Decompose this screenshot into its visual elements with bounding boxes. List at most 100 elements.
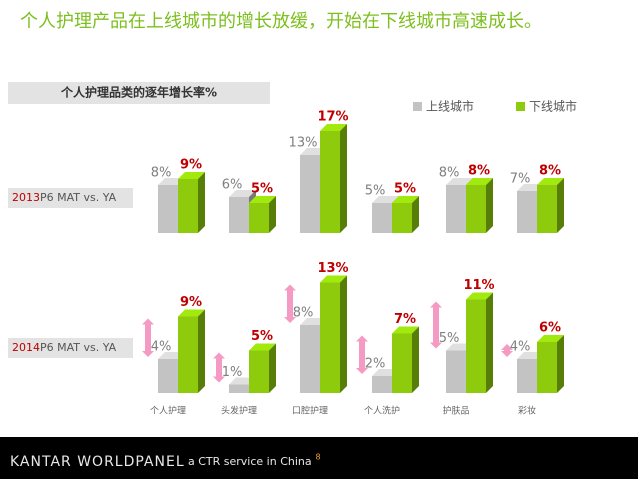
bar-top: [466, 292, 493, 300]
value-label: 8%: [293, 306, 314, 321]
footer-band: [0, 437, 638, 479]
bar: [392, 203, 412, 233]
growth-arrow: [501, 344, 513, 357]
value-label: 5%: [365, 184, 386, 199]
value-label: 7%: [394, 312, 416, 327]
bar: [466, 299, 486, 393]
bar-side: [412, 326, 419, 393]
value-label: 7%: [510, 172, 531, 187]
x-tick-label: 护肤品: [442, 405, 469, 417]
value-label: 8%: [539, 164, 561, 179]
row-label: 2014P6 MAT vs. YA: [12, 341, 117, 354]
bar-top: [249, 196, 276, 203]
bar-side: [340, 124, 347, 233]
slide-title: 个人护理产品在上线城市的增长放缓，开始在下线城市高速成长。: [20, 11, 542, 32]
row-year: 2013: [12, 191, 40, 204]
value-label: 9%: [180, 295, 202, 310]
bar-side: [269, 343, 276, 393]
bar: [249, 203, 269, 233]
value-label: 5%: [251, 329, 273, 344]
value-label: 8%: [151, 166, 172, 181]
bar-side: [198, 172, 205, 233]
value-label: 6%: [222, 178, 243, 193]
value-label: 11%: [463, 278, 494, 293]
value-label: 13%: [289, 136, 318, 151]
bar-top: [320, 124, 347, 131]
row-label-box: [8, 338, 133, 358]
bar-side: [486, 178, 493, 233]
value-label: 5%: [251, 182, 273, 197]
value-label: 5%: [439, 331, 460, 346]
legend-label: 上线城市: [426, 99, 474, 114]
row-label-text: P6 MAT vs. YA: [40, 341, 117, 354]
value-label: 6%: [539, 321, 561, 336]
bar: [178, 316, 198, 393]
bar-side: [557, 335, 564, 393]
bar: [446, 185, 466, 233]
row-label: 2013P6 MAT vs. YA: [12, 191, 117, 204]
x-tick-label: 个人洗护: [364, 405, 400, 417]
bar: [446, 350, 466, 393]
bar: [320, 282, 340, 393]
bar-top: [537, 178, 564, 185]
value-label: 13%: [317, 261, 348, 276]
value-label: 8%: [439, 166, 460, 181]
legend-swatch: [413, 102, 422, 111]
bar: [537, 185, 557, 233]
legend-swatch: [516, 102, 525, 111]
value-label: 4%: [510, 340, 531, 355]
bar: [372, 376, 392, 393]
bar: [158, 359, 178, 393]
legend-label: 下线城市: [529, 99, 577, 114]
growth-arrow: [213, 352, 225, 383]
bar: [178, 179, 198, 233]
bar: [517, 359, 537, 393]
bar-top: [229, 190, 256, 197]
bar: [158, 185, 178, 233]
bar-top: [466, 178, 493, 185]
bar-side: [412, 196, 419, 233]
footer-tagline: a CTR service in China: [188, 455, 312, 468]
x-tick-label: 口腔护理: [292, 405, 328, 417]
page-number: 8: [315, 453, 320, 462]
growth-arrow: [356, 335, 368, 374]
subtitle-box: [8, 82, 270, 104]
value-label: 1%: [222, 365, 243, 380]
bar-top: [178, 172, 205, 179]
bar-top: [446, 178, 473, 185]
chart-title: 个人护理品类的逐年增长率%: [60, 85, 217, 100]
bar: [229, 384, 249, 393]
growth-arrow: [142, 318, 154, 357]
bar-side: [557, 178, 564, 233]
x-tick-label: 个人护理: [150, 405, 186, 417]
row-year: 2014: [12, 341, 40, 354]
bar-top: [320, 275, 347, 283]
bar: [300, 155, 320, 233]
bar-side: [340, 275, 347, 393]
bar: [249, 350, 269, 393]
bar: [517, 191, 537, 233]
bar: [537, 342, 557, 393]
bar: [372, 203, 392, 233]
bar-top: [178, 309, 205, 317]
bar-top: [537, 335, 564, 342]
value-label: 5%: [394, 182, 416, 197]
x-tick-label: 彩妆: [518, 405, 536, 417]
row-label-box: [8, 188, 133, 208]
bar-side: [486, 292, 493, 393]
bar: [392, 333, 412, 393]
bar-top: [392, 196, 419, 203]
footer-brand: KANTAR WORLDPANEL: [10, 454, 185, 470]
x-tick-label: 头发护理: [221, 405, 257, 417]
value-label: 17%: [317, 110, 348, 125]
bar: [320, 131, 340, 233]
bar: [229, 197, 249, 233]
growth-arrow: [284, 284, 296, 323]
value-label: 2%: [365, 357, 386, 372]
value-label: 9%: [180, 158, 202, 173]
row-label-text: P6 MAT vs. YA: [40, 191, 117, 204]
bar-side: [269, 196, 276, 233]
bar-side: [198, 309, 205, 393]
bar-top: [392, 326, 419, 334]
